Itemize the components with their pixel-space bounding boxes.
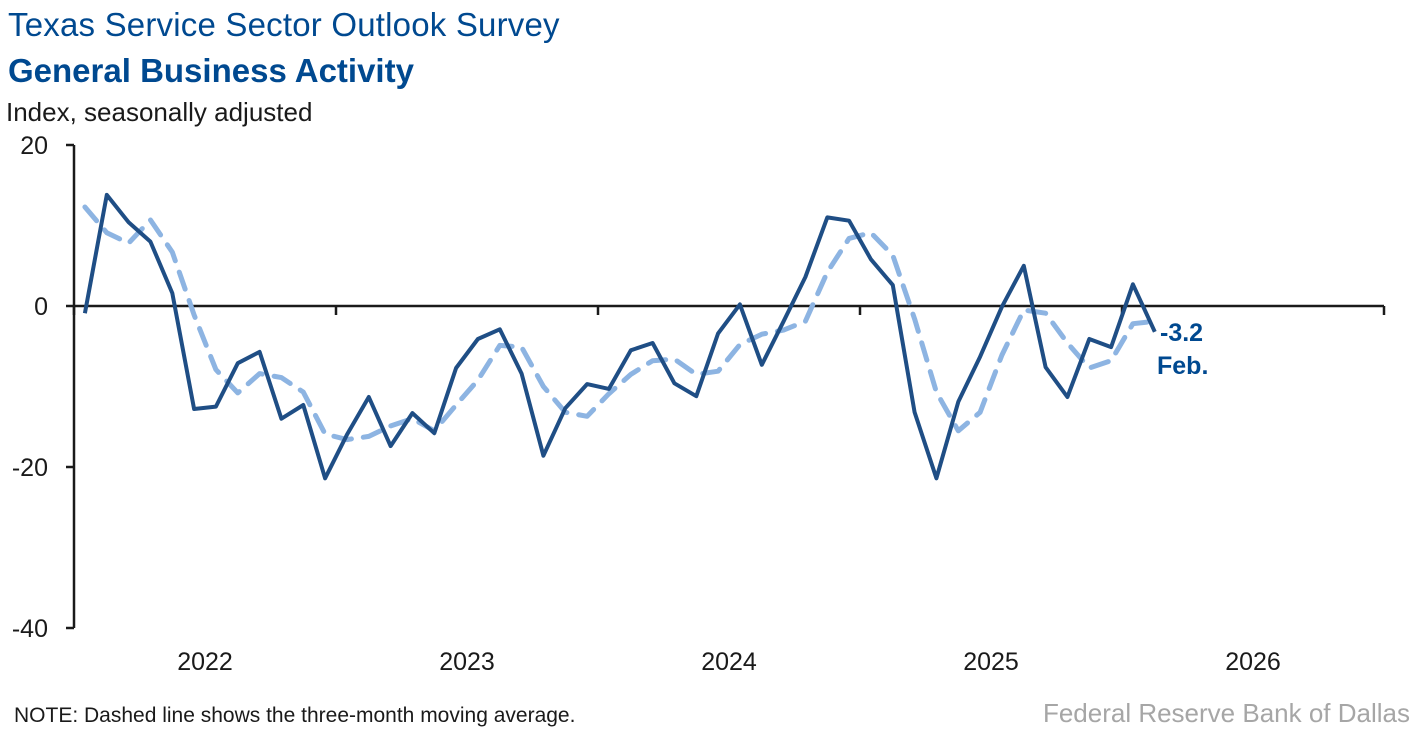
x-tick-label: 2024	[701, 648, 757, 676]
chart-subtitle: General Business Activity	[8, 52, 414, 89]
x-tick-label: 2022	[177, 648, 233, 676]
index-line	[82, 192, 1157, 481]
source-credit: Federal Reserve Bank of Dallas	[1042, 698, 1410, 728]
footnote: NOTE: Dashed line shows the three-month …	[14, 704, 576, 727]
axes: 20 0 -20 -40 2022 2023 2024 2025 2026	[12, 132, 1386, 676]
series-group	[82, 192, 1158, 481]
moving-average-line	[82, 204, 1158, 443]
x-tick-label: 2025	[963, 648, 1019, 676]
last-month-label: Feb.	[1157, 352, 1208, 380]
last-value-label: -3.2	[1160, 319, 1203, 347]
x-tick-label: 2026	[1225, 648, 1281, 676]
y-tick-label: 0	[34, 293, 48, 321]
chart-title: Texas Service Sector Outlook Survey	[8, 6, 560, 43]
y-tick-label: 20	[20, 132, 48, 160]
y-axis-label: Index, seasonally adjusted	[6, 97, 313, 127]
y-tick-label: -20	[12, 454, 48, 482]
x-tick-label: 2023	[439, 648, 495, 676]
y-tick-label: -40	[12, 615, 48, 643]
